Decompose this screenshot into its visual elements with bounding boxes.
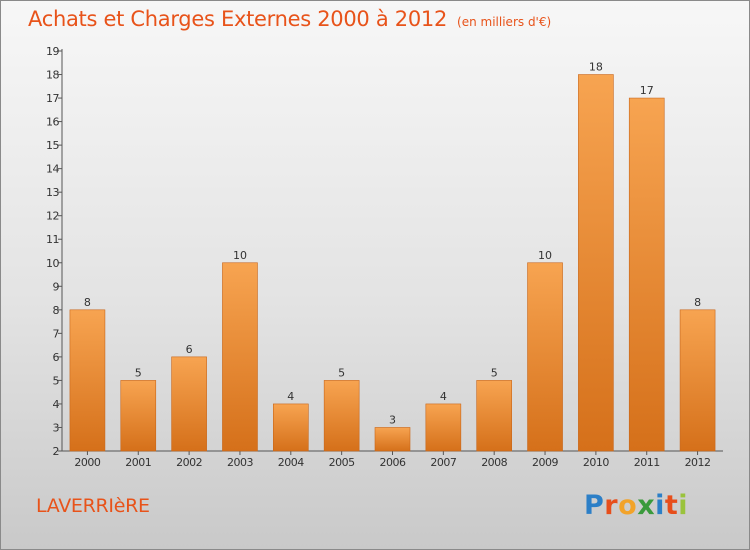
bar [273,403,309,452]
y-axis: 2 3 4 5 6 7 8 9 10 11 12 13 14 15 16 17 18 19 [46,45,63,458]
y-tick-label: 5 [53,374,60,387]
x-tick-label: 2000 [74,456,100,469]
logo-letter: o [618,490,638,521]
y-tick-label: 14 [46,163,59,176]
x-tick-label: 2001 [125,456,151,469]
chart-unit: (en milliers d'€) [457,15,552,29]
y-tick-label: 3 [53,421,60,434]
bar [171,356,207,452]
y-tick-label: 10 [46,257,59,270]
y-tick-label: 18 [46,69,59,82]
y-tick-label: 6 [53,351,60,364]
x-tick-label: 2003 [227,456,253,469]
y-tick-label: 13 [46,186,59,199]
logo-letter: t [664,490,679,521]
x-tick-label: 2008 [481,456,507,469]
data-label: 5 [338,366,345,379]
data-label: 10 [233,249,247,262]
x-tick-label: 2012 [685,456,711,469]
x-tick-label: 2007 [430,456,456,469]
bar [628,97,665,452]
y-tick-label: 4 [53,398,60,411]
data-label: 6 [186,343,193,356]
bar [120,380,157,452]
data-label: 4 [440,390,447,403]
data-label: 10 [538,249,552,262]
data-label: 18 [589,61,603,74]
x-axis: 2000 2001 2002 2003 2004 2005 2006 2007 2008 2009… [62,450,723,469]
bar [578,74,614,452]
data-label: 3 [389,413,396,426]
y-tick-label: 11 [46,233,59,246]
data-label: 17 [640,84,654,97]
x-tick-label: 2005 [329,456,355,469]
y-tick-label: 19 [46,45,59,58]
bar [476,380,512,452]
data-label: 8 [694,296,701,309]
y-tick-label: 8 [53,304,60,317]
bar [69,309,106,452]
x-tick-label: 2009 [532,456,558,469]
chart-title: Achats et Charges Externes 2000 à 2012 [28,7,448,31]
bar [374,427,411,452]
x-tick-label: 2002 [176,456,202,469]
data-label: 5 [135,366,142,379]
bar [425,403,462,452]
y-tick-label: 2 [53,445,60,458]
commune-name: LAVERRIèRE [36,495,150,517]
x-tick-label: 2006 [380,456,406,469]
x-tick-label: 2011 [634,456,660,469]
y-tick-label: 12 [46,210,59,223]
data-label: 4 [287,390,294,403]
x-tick-label: 2004 [278,456,304,469]
proxiti-logo[interactable]: Proxiti [584,490,688,521]
y-tick-label: 15 [46,139,59,152]
bar [679,309,716,452]
logo-letter: i [655,490,665,521]
y-tick-label: 7 [53,327,60,340]
bars [69,74,716,452]
title-row: Achats et Charges Externes 2000 à 2012 (e… [28,7,551,31]
bar [527,262,563,452]
y-tick-label: 9 [53,280,60,293]
bar [323,380,360,452]
logo-letter: x [637,490,656,521]
logo-letter: r [604,490,619,521]
y-tick-label: 17 [46,92,59,105]
x-tick-label: 2010 [583,456,609,469]
data-label: 5 [491,366,498,379]
logo-letter: i [678,490,689,521]
logo-letter: P [584,490,605,521]
bar [222,262,258,452]
data-label: 8 [84,296,91,309]
data-labels: 8 5 6 10 4 5 3 4 5 10 18 17 8 [84,61,701,427]
y-tick-label: 16 [46,116,59,129]
